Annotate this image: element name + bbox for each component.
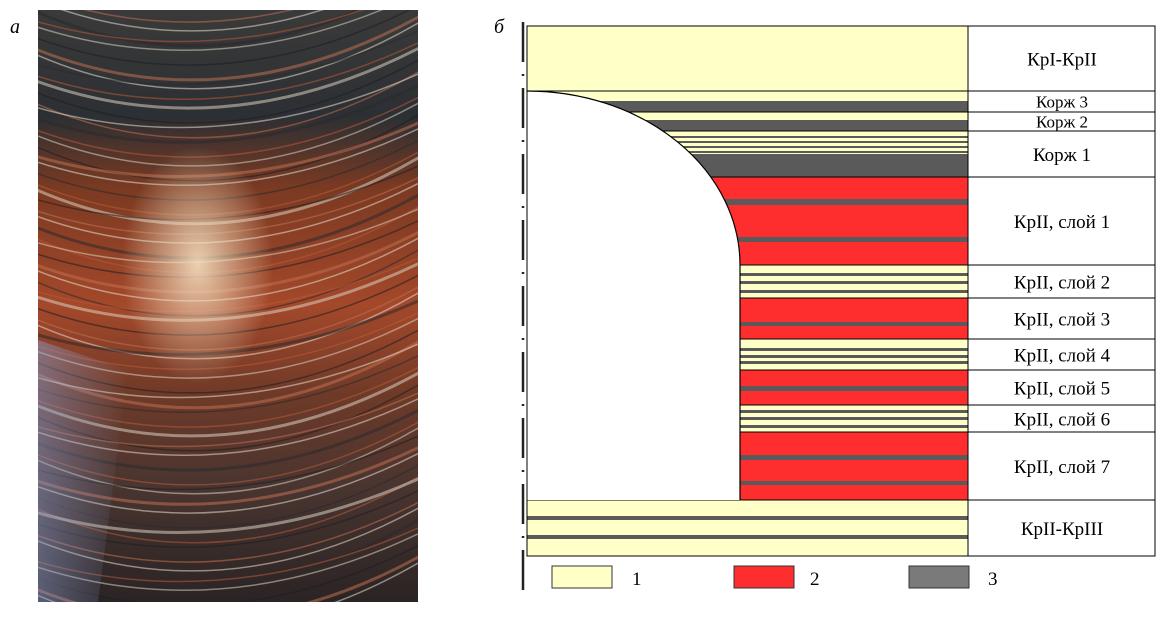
- layer-label: Корж 1: [1033, 145, 1091, 166]
- clay-interlayer: [527, 322, 968, 326]
- clay-interlayer: [527, 361, 968, 364]
- legend-label: 3: [988, 569, 998, 590]
- salt-mine-wall-photo: [38, 10, 418, 602]
- legend-swatch: [908, 565, 970, 589]
- clay-interlayer: [527, 237, 968, 242]
- legend-label: 2: [810, 569, 820, 590]
- clay-interlayer: [527, 348, 968, 351]
- clay-interlayer: [527, 535, 968, 539]
- stratum-layer: [527, 499, 968, 556]
- clay-interlayer: [527, 386, 968, 391]
- clay-interlayer: [527, 425, 968, 428]
- clay-interlayer: [527, 146, 968, 148]
- clay-interlayer: [527, 417, 968, 420]
- layer-label: КрII, слой 4: [1014, 346, 1111, 367]
- clay-interlayer: [527, 136, 968, 138]
- layer-label: КрII, слой 7: [1014, 457, 1110, 478]
- stratum-layer: [527, 90, 968, 113]
- layer-label: КрII, слой 1: [1014, 212, 1110, 233]
- clay-interlayer: [527, 141, 968, 143]
- clay-interlayer: [527, 151, 968, 153]
- clay-interlayer: [527, 455, 968, 460]
- panel-label-a: а: [10, 16, 20, 38]
- clay-interlayer: [527, 199, 968, 205]
- clay-interlayer: [527, 516, 968, 520]
- clay-interlayer: [527, 481, 968, 485]
- clay-interlayer: [527, 281, 968, 284]
- layer-label: КрII, слой 5: [1014, 379, 1110, 400]
- clay-interlayer: [527, 120, 968, 131]
- mine-opening-outline: [527, 91, 740, 500]
- legend-label: 1: [632, 569, 642, 590]
- clay-interlayer: [527, 101, 968, 113]
- layer-label: КрII, слой 3: [1014, 310, 1110, 331]
- legend-swatch: [551, 565, 613, 589]
- clay-interlayer: [527, 273, 968, 276]
- layer-label: Корж 2: [1036, 113, 1088, 132]
- layer-label: Корж 3: [1036, 93, 1088, 112]
- clay-interlayer: [527, 410, 968, 413]
- panel-label-b: б: [494, 16, 505, 38]
- layer-label: КрII, слой 2: [1014, 273, 1110, 294]
- stratum-layer: [527, 25, 968, 91]
- legend-swatch: [733, 565, 795, 589]
- layer-label: КрI-КрII: [1027, 50, 1097, 71]
- clay-interlayer: [527, 355, 968, 358]
- layer-label: КрII-КрIII: [1021, 519, 1103, 540]
- clay-interlayer: [527, 290, 968, 293]
- layer-label: КрII, слой 6: [1014, 410, 1110, 431]
